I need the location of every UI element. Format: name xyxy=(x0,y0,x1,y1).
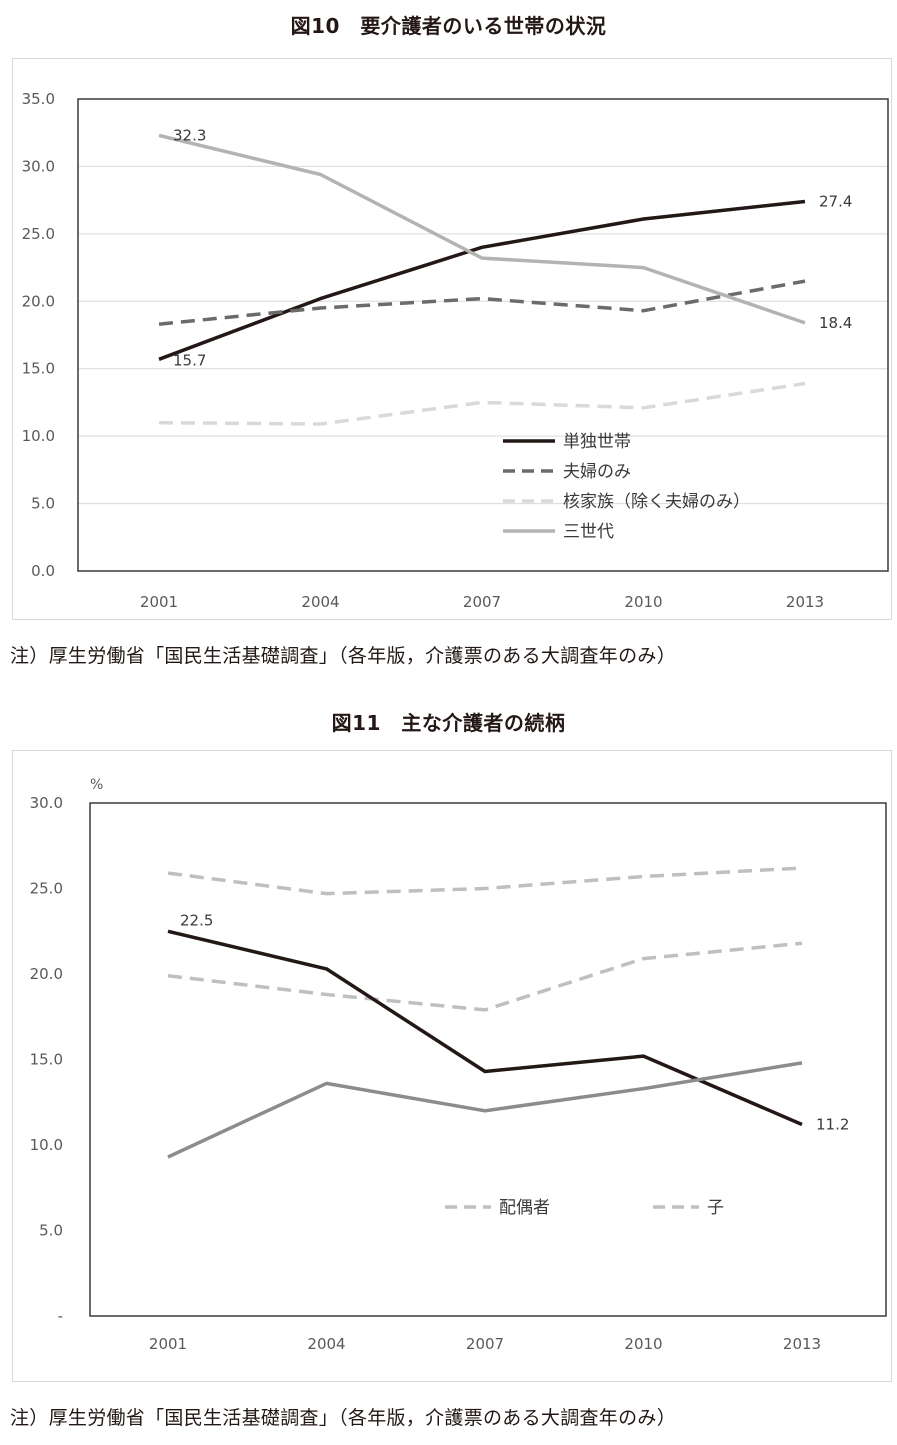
figure-10-frame: 0.0 5.0 10.0 15.0 20.0 25.0 30.0 35.0 2001 2004 20… xyxy=(12,58,892,620)
x-tick-label: 2007 xyxy=(466,1335,504,1353)
data-label: 27.4 xyxy=(819,192,852,210)
series-line-3 xyxy=(158,381,806,426)
x-tick-label: 2013 xyxy=(786,593,824,611)
legend-label: 三世代 xyxy=(563,522,614,542)
legend-label: 核家族（除く夫婦のみ） xyxy=(563,492,750,512)
x-tick-label: 2001 xyxy=(140,593,178,611)
plot-area-border xyxy=(89,802,887,1317)
series-line-2 xyxy=(167,941,803,1012)
x-tick-label: 2001 xyxy=(149,1335,187,1353)
y-tick-label: 20.0 xyxy=(30,965,63,983)
data-label: 32.3 xyxy=(173,126,206,144)
data-label: 11.2 xyxy=(816,1115,849,1133)
y-tick-label: 5.0 xyxy=(39,1222,63,1240)
legend-label: 配偶者 xyxy=(499,1198,550,1218)
series-line-4 xyxy=(167,1061,803,1159)
y-tick-label: 35.0 xyxy=(22,90,55,108)
series-line-2 xyxy=(158,279,806,326)
figure-11-title: 図11 主な介護者の続柄 xyxy=(331,711,566,735)
x-tick-label: 2007 xyxy=(463,593,501,611)
figure-11-chart: - 5.0 10.0 15.0 20.0 25.0 30.0% 2001 2004 2007 201… xyxy=(30,777,887,1353)
x-tick-label: 2004 xyxy=(301,593,339,611)
y-tick-label: 25.0 xyxy=(30,880,63,898)
legend-label: 夫婦のみ xyxy=(563,462,631,482)
legend-label: 単独世帯 xyxy=(563,432,631,452)
plot-area-border xyxy=(77,98,889,572)
series-line-1 xyxy=(167,866,803,896)
series-line-3 xyxy=(167,929,803,1127)
x-tick-label: 2004 xyxy=(307,1335,345,1353)
series-line-4 xyxy=(158,133,806,325)
figure-11-frame: - 5.0 10.0 15.0 20.0 25.0 30.0% 2001 2004 2007 201… xyxy=(12,750,892,1382)
figure-10-note: 注）厚生労働省「国民生活基礎調査」（各年版，介護票のある大調査年のみ） xyxy=(10,645,677,667)
x-tick-label: 2013 xyxy=(783,1335,821,1353)
y-axis-unit-label: % xyxy=(90,777,103,793)
figure-10-title: 図10 要介護者のいる世帯の状況 xyxy=(290,14,607,38)
y-tick-label: 0.0 xyxy=(31,562,55,580)
y-tick-label: 10.0 xyxy=(22,427,55,445)
data-label: 22.5 xyxy=(180,911,213,929)
legend-label: 子 xyxy=(707,1198,724,1218)
y-tick-label: 30.0 xyxy=(22,157,55,175)
y-tick-label: 20.0 xyxy=(22,292,55,310)
series-line-1 xyxy=(158,199,806,361)
data-label: 15.7 xyxy=(173,351,206,369)
data-label: 18.4 xyxy=(819,314,852,332)
y-tick-label: 30.0 xyxy=(30,794,63,812)
y-tick-label: 10.0 xyxy=(30,1136,63,1154)
y-tick-label: - xyxy=(58,1307,63,1325)
x-tick-label: 2010 xyxy=(624,1335,662,1353)
y-tick-label: 15.0 xyxy=(22,360,55,378)
y-tick-label: 5.0 xyxy=(31,495,55,513)
x-tick-label: 2010 xyxy=(624,593,662,611)
figure-11-note: 注）厚生労働省「国民生活基礎調査」（各年版，介護票のある大調査年のみ） xyxy=(10,1407,677,1429)
y-tick-label: 15.0 xyxy=(30,1051,63,1069)
figure-10-chart: 0.0 5.0 10.0 15.0 20.0 25.0 30.0 35.0 2001 2004 20… xyxy=(22,90,889,611)
y-tick-label: 25.0 xyxy=(22,225,55,243)
